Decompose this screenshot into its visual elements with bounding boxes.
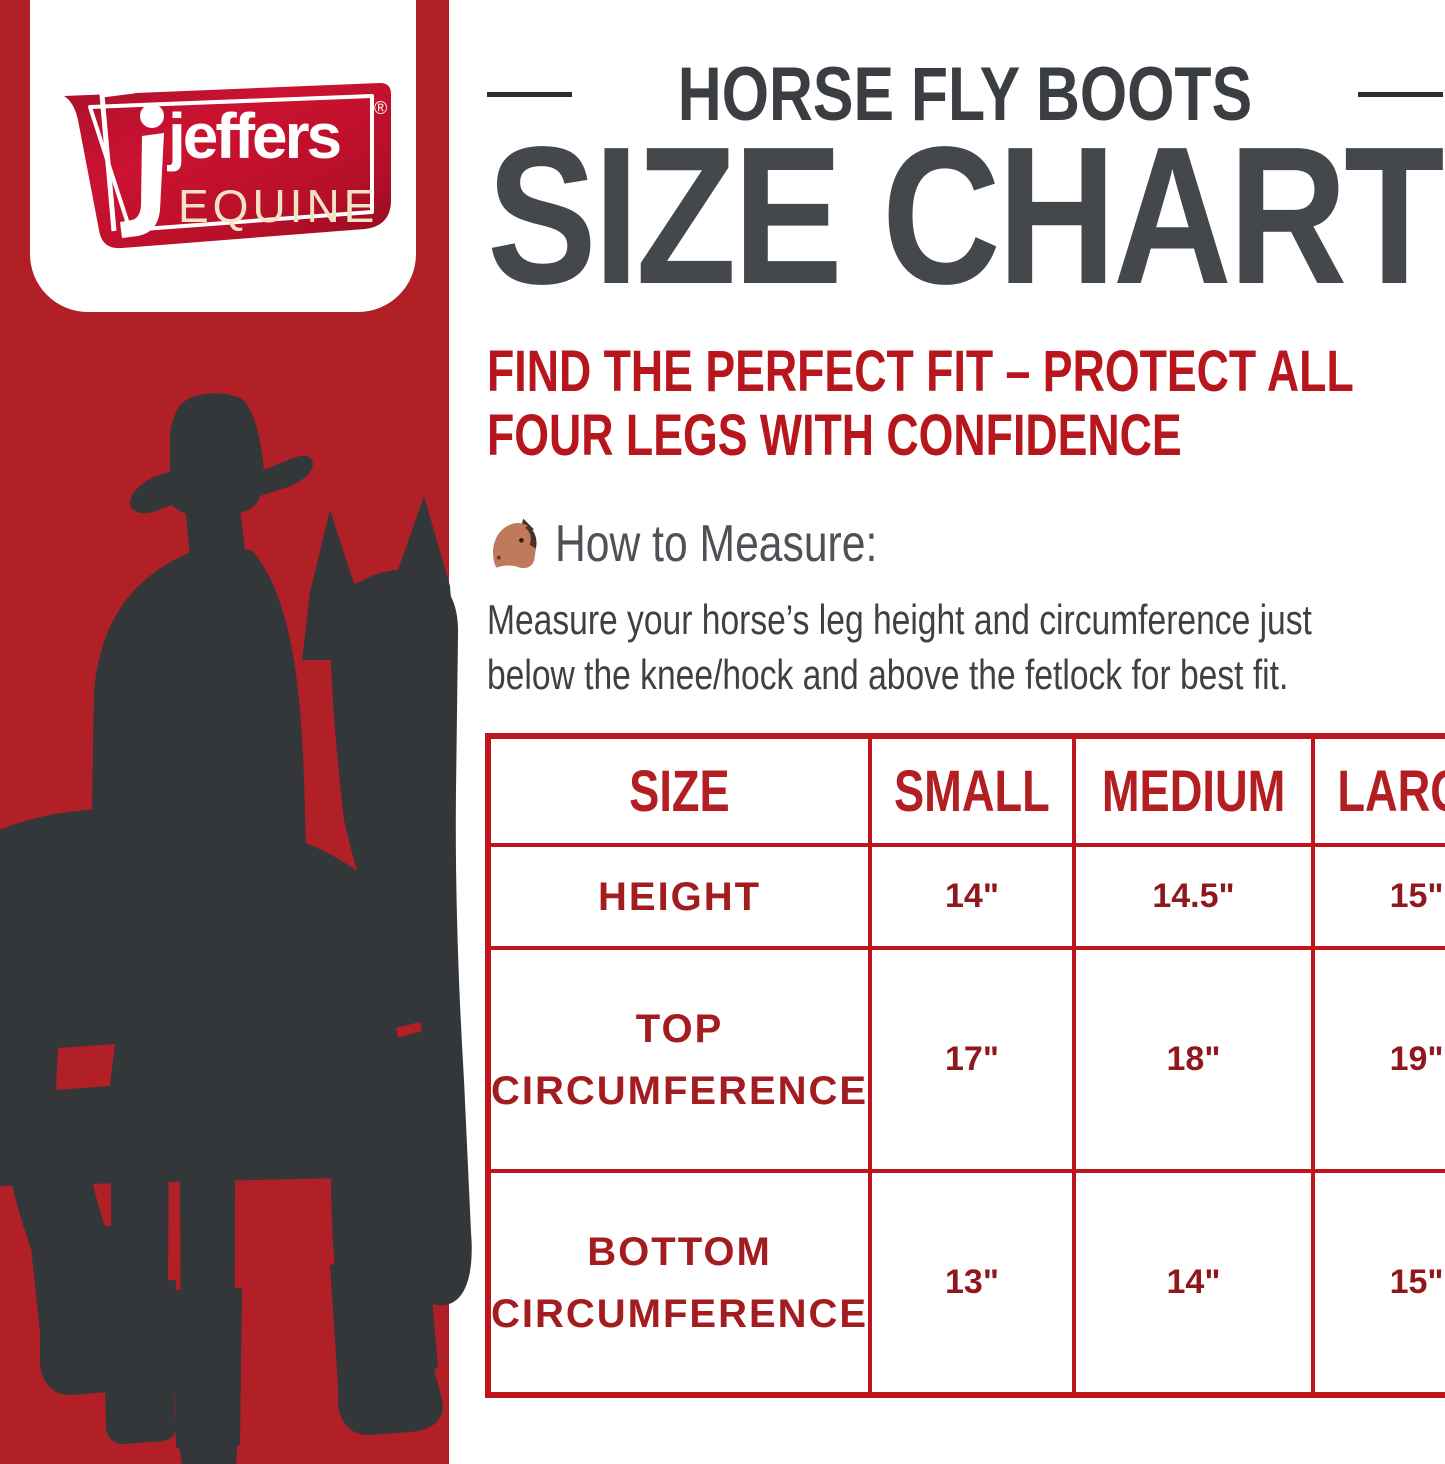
- table-row-bottom-circumference: BOTTOM CIRCUMFERENCE 13" 14" 15": [485, 1169, 1445, 1397]
- saddle-notch: [56, 1044, 115, 1090]
- cowboy-on-horse-silhouette: [0, 393, 472, 1464]
- height-medium-value: 14.5": [1071, 843, 1316, 950]
- horse-face-icon: [492, 518, 537, 569]
- hoof-front: [338, 1360, 443, 1435]
- right-dash: [1357, 91, 1443, 97]
- column-header-large: LARGE: [1311, 734, 1445, 847]
- rider-head: [186, 511, 246, 559]
- top-circumference-large-value: 19": [1311, 946, 1445, 1173]
- rider-hat: [129, 393, 313, 517]
- column-header-size: SIZE: [485, 734, 873, 847]
- how-to-measure-heading: How to Measure:: [555, 515, 878, 573]
- column-header-medium: MEDIUM: [1071, 734, 1316, 847]
- horse-hind-leg-left: [0, 980, 124, 1292]
- hoof-middle: [178, 1438, 238, 1464]
- left-dash: [487, 91, 573, 97]
- size-chart-table: SIZE SMALL MEDIUM LARGE HEIGHT 14" 14.5"…: [485, 733, 1445, 1398]
- row-label-height: HEIGHT: [485, 843, 873, 950]
- kicker-title: HORSE FLY BOOTS: [677, 51, 1253, 137]
- hoof-hind-straight: [106, 1408, 176, 1444]
- tagline-line-1: FIND THE PERFECT FIT – PROTECT ALL: [487, 339, 1354, 404]
- table-header-row: SIZE SMALL MEDIUM LARGE: [485, 734, 1445, 847]
- table-row-height: HEIGHT 14" 14.5" 15": [485, 843, 1445, 950]
- logo-script-text: jeffers: [167, 100, 340, 172]
- horse-hind-leg-straight: [108, 920, 170, 1292]
- logo-equine-text: EQUINE: [178, 180, 378, 232]
- logo-j-dot: [140, 104, 164, 128]
- brand-logo-card: jeffers ® EQUINE: [30, 0, 416, 312]
- height-small-value: 14": [868, 843, 1076, 950]
- top-circumference-small-value: 17": [868, 946, 1076, 1173]
- fly-boot-middle: [172, 1288, 242, 1448]
- how-to-measure-row: How to Measure:: [487, 514, 948, 574]
- tagline-line-2: FOUR LEGS WITH CONFIDENCE: [487, 402, 1182, 468]
- logo-j-bracket: [99, 88, 135, 232]
- horse-mouth-slit: [396, 1022, 422, 1038]
- bottom-circumference-small-value: 13": [868, 1169, 1076, 1397]
- measure-instructions-line-2: below the knee/hock and above the fetloc…: [487, 651, 1289, 699]
- horse-front-leg: [331, 1060, 430, 1305]
- jeffers-equine-logo: jeffers ® EQUINE: [64, 83, 391, 249]
- logo-inner-outline: [88, 94, 374, 232]
- column-header-small: SMALL: [868, 734, 1076, 847]
- page-title: SIZE CHART: [487, 106, 1445, 325]
- measure-instructions: Measure your horse’s leg height and circ…: [487, 592, 1312, 702]
- fly-boot-front: [330, 1248, 438, 1386]
- bottom-circumference-medium-value: 14": [1071, 1169, 1316, 1397]
- kicker-row: HORSE FLY BOOTS: [487, 51, 1443, 137]
- bottom-circumference-large-value: 15": [1311, 1169, 1445, 1397]
- row-label-top-circumference: TOP CIRCUMFERENCE: [485, 946, 873, 1173]
- top-circumference-medium-value: 18": [1071, 946, 1316, 1173]
- measure-instructions-line-1: Measure your horse’s leg height and circ…: [487, 596, 1312, 643]
- tagline: FIND THE PERFECT FIT – PROTECT ALL FOUR …: [487, 340, 1354, 468]
- logo-registered-mark: ®: [374, 98, 387, 118]
- fly-boot-hind-straight: [102, 1280, 176, 1422]
- logo-j-stem: [120, 133, 164, 238]
- height-large-value: 15": [1311, 843, 1445, 950]
- row-label-bottom-circumference: BOTTOM CIRCUMFERENCE: [485, 1169, 873, 1397]
- table-row-top-circumference: TOP CIRCUMFERENCE 17" 18" 19": [485, 946, 1445, 1173]
